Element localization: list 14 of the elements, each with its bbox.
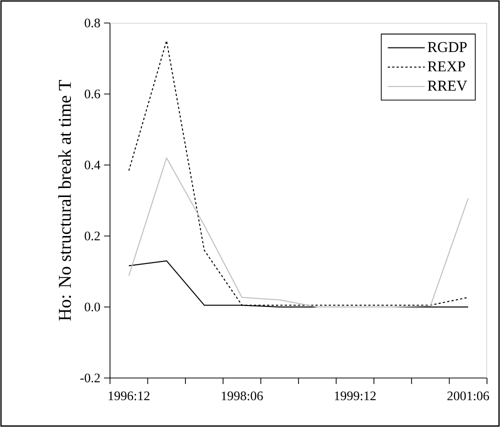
y-axis-title: Ho: No structural break at time T [58, 80, 72, 321]
x-tick-label: 1998:06 [222, 392, 263, 400]
y-tick-label: 0.0 [84, 302, 100, 312]
legend-label: RREV [428, 80, 468, 91]
y-tick-label: 0.2 [84, 232, 100, 240]
x-tick-label: 2001:06 [447, 392, 490, 400]
y-tick-label: -0.2 [80, 374, 100, 382]
legend-label: RGDP [428, 42, 467, 52]
x-tick-label: 1999:12 [334, 392, 376, 400]
y-tick-label: 0.4 [84, 160, 100, 170]
x-tick-label: 1996:12 [108, 392, 150, 400]
y-tick-label: 0.6 [84, 90, 100, 98]
y-tick-label: 0.8 [84, 18, 100, 28]
legend-label: REXP [428, 61, 466, 72]
